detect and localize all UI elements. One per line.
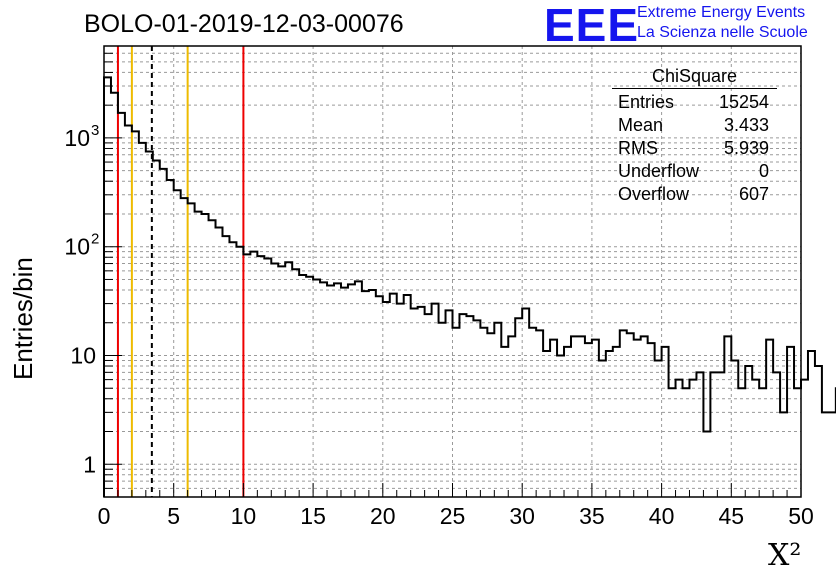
x-tick-label: 30 <box>509 503 535 529</box>
stats-row-mean: Mean 3.433 <box>612 114 777 137</box>
y-axis-label: Entries/bin <box>8 257 38 380</box>
histogram-outline <box>103 76 836 497</box>
histogram-bars <box>103 76 836 497</box>
stats-label: Underflow <box>618 161 700 181</box>
stats-value: 3.433 <box>723 115 769 135</box>
stats-row-underflow: Underflow 0 <box>612 160 777 183</box>
chart-title: BOLO-01-2019-12-03-00076 <box>84 10 404 38</box>
eee-logo: EEE <box>544 0 640 51</box>
x-tick-label: 45 <box>719 503 745 529</box>
stats-value: 0 <box>758 161 769 181</box>
logo-line-2: La Scienza nelle Scuole <box>637 24 808 41</box>
x-axis-label: X² <box>768 538 802 573</box>
reference-lines <box>116 46 245 497</box>
y-tick-label: 10 <box>64 125 90 151</box>
stats-value: 607 <box>738 184 769 204</box>
x-tick-label: 20 <box>370 503 396 529</box>
y-tick-label: 10 <box>64 234 90 260</box>
stats-label: RMS <box>618 138 658 158</box>
stats-label: Entries <box>618 92 675 112</box>
y-tick-label: 10 <box>70 342 96 368</box>
y-tick-exponent: 2 <box>91 231 99 248</box>
grid-lines <box>104 45 801 498</box>
x-axis: 0 5 10 15 20 25 30 35 40 45 50 <box>98 483 814 529</box>
x-tick-label: 50 <box>788 503 814 529</box>
y-tick-label: 1 <box>83 451 96 477</box>
stats-row-rms: RMS 5.939 <box>612 137 777 160</box>
y-tick-exponent: 3 <box>91 122 99 139</box>
x-tick-label: 10 <box>231 503 257 529</box>
x-tick-label: 5 <box>167 503 180 529</box>
stats-value: 5.939 <box>723 138 769 158</box>
stats-row-entries: Entries 15254 <box>612 91 777 114</box>
stats-box: ChiSquare Entries 15254 Mean 3.433 RMS 5.93… <box>612 66 777 206</box>
stats-value: 15254 <box>718 92 769 112</box>
stats-row-overflow: Overflow 607 <box>612 183 777 206</box>
x-tick-label: 15 <box>300 503 326 529</box>
stats-label: Mean <box>618 115 664 135</box>
x-tick-label: 35 <box>579 503 605 529</box>
logo-line-1: Extreme Energy Events <box>637 4 806 21</box>
x-tick-label: 25 <box>440 503 466 529</box>
stats-label: Overflow <box>618 184 690 204</box>
stats-title: ChiSquare <box>612 66 777 89</box>
x-tick-label: 0 <box>98 503 111 529</box>
x-tick-label: 40 <box>649 503 675 529</box>
